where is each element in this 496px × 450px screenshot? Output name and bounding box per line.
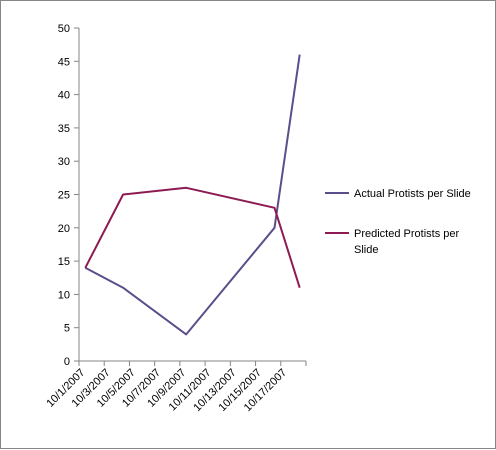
- y-tick-label: 10: [58, 289, 70, 301]
- legend-label-1: Actual Protists per Slide: [354, 188, 471, 200]
- y-tick-label: 45: [58, 56, 70, 68]
- y-tick-label: 35: [58, 123, 70, 135]
- y-tick-label: 40: [58, 90, 70, 102]
- legend: Actual Protists per Slide Predicted Proti…: [325, 188, 471, 256]
- y-tick-label: 50: [58, 23, 70, 35]
- y-axis: 0 5 10 15 20 25 30 35 40 45 50: [58, 23, 80, 368]
- y-tick-label: 5: [64, 323, 70, 335]
- x-axis: 10/1/200710/3/200710/5/200710/7/200710/9…: [44, 360, 307, 414]
- y-tick-label: 20: [58, 223, 70, 235]
- series-lines: [84, 54, 301, 336]
- series-line-1: [84, 54, 301, 336]
- y-tick-label: 15: [58, 256, 70, 268]
- y-tick-label: 0: [64, 356, 70, 368]
- y-tick-label: 25: [58, 190, 70, 202]
- series-line-2: [84, 186, 301, 289]
- legend-label-2: Predicted Protists per Slide: [354, 228, 459, 256]
- y-tick-label: 30: [58, 156, 70, 168]
